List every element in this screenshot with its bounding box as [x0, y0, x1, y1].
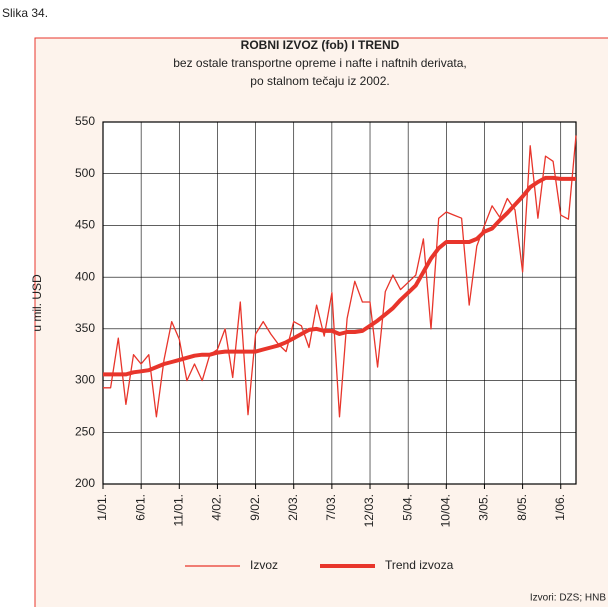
y-tick-label: 350 — [75, 321, 95, 335]
x-tick-label: 9/02. — [248, 494, 262, 521]
y-axis-label: u mil. USD — [30, 274, 44, 332]
x-tick-label: 4/02. — [210, 494, 224, 521]
plot-area — [103, 122, 576, 484]
x-tick-label: 2/03. — [286, 494, 300, 521]
y-tick-label: 400 — [75, 269, 95, 283]
x-tick-label: 5/04. — [400, 494, 414, 521]
figure-label: Slika 34. — [2, 6, 48, 20]
y-tick-label: 500 — [75, 166, 95, 180]
y-tick-label: 250 — [75, 424, 95, 438]
x-tick-label: 8/05. — [515, 494, 529, 521]
x-tick-label: 12/03. — [362, 494, 376, 527]
x-tick-label: 6/01. — [133, 494, 147, 521]
plot-border — [102, 121, 577, 485]
source: Izvori: DZS; HNB — [530, 593, 606, 604]
legend-label: Izvoz — [250, 558, 278, 572]
x-tick-label: 7/03. — [324, 494, 338, 521]
x-tick-label: 10/04. — [438, 494, 452, 527]
x-tick-label: 1/01. — [95, 494, 109, 521]
chart-subtitle: po stalnom tečaju iz 2002. — [250, 74, 389, 88]
y-tick-label: 300 — [75, 373, 95, 387]
chart-subtitle: bez ostale transportne opreme i nafte i … — [173, 56, 467, 70]
data-line — [103, 175, 576, 377]
x-tick-label: 3/05. — [477, 494, 491, 521]
chart-title: ROBNI IZVOZ (fob) I TREND — [241, 38, 400, 52]
y-tick-label: 200 — [75, 476, 95, 490]
x-tick-label: 11/01. — [171, 494, 185, 526]
data-line — [103, 135, 577, 418]
y-tick-label: 450 — [75, 218, 95, 232]
legend-label: Trend izvoza — [385, 558, 454, 572]
x-tick-label: 1/06. — [553, 494, 567, 521]
y-tick-label: 550 — [75, 114, 95, 128]
